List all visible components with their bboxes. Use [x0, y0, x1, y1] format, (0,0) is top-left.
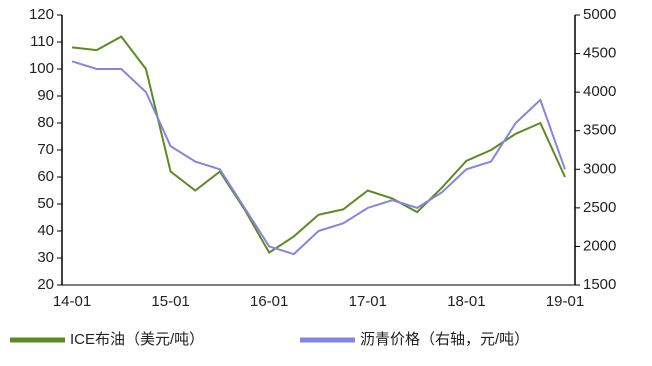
y-tick-label: 90	[37, 87, 54, 104]
y-tick-label: 100	[29, 60, 54, 77]
y-tick-label: 60	[37, 168, 54, 185]
y-tick-label: 20	[37, 276, 54, 293]
y2-tick-label: 5000	[583, 6, 616, 23]
legend-label: ICE布油（美元/吨）	[70, 331, 204, 348]
y2-tick-label: 3500	[583, 122, 616, 139]
y-tick-label: 30	[37, 249, 54, 266]
series-line	[71, 60, 566, 256]
y-tick-label: 50	[37, 195, 54, 212]
y-tick-label: 120	[29, 6, 54, 23]
x-tick-label: 14-01	[53, 293, 91, 310]
y2-tick-label: 2000	[583, 237, 616, 254]
y2-tick-label: 4000	[583, 83, 616, 100]
y-tick-label: 70	[37, 141, 54, 158]
x-tick-label: 16-01	[250, 293, 288, 310]
y-tick-label: 80	[37, 114, 54, 131]
y2-tick-label: 4500	[583, 45, 616, 62]
legend-label: 沥青价格（右轴，元/吨）	[360, 331, 529, 348]
x-tick-label: 18-01	[447, 293, 485, 310]
y2-tick-label: 2500	[583, 199, 616, 216]
y-tick-label: 110	[30, 33, 54, 50]
series-line	[71, 35, 566, 255]
y2-tick-label: 1500	[583, 276, 616, 293]
y2-tick-label: 3000	[583, 160, 616, 177]
x-tick-label: 19-01	[546, 293, 584, 310]
y-tick-label: 40	[37, 222, 54, 239]
x-tick-label: 15-01	[151, 293, 189, 310]
x-tick-label: 17-01	[349, 293, 387, 310]
